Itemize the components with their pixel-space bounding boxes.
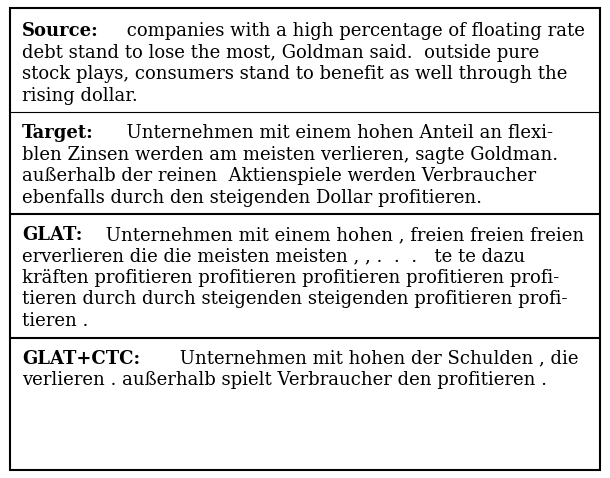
Text: tieren .: tieren . [22, 312, 88, 330]
Text: kräften profitieren profitieren profitieren profitieren profi-: kräften profitieren profitieren profitie… [22, 269, 559, 287]
Text: Unternehmen mit einem hohen Anteil an flexi-: Unternehmen mit einem hohen Anteil an fl… [115, 124, 553, 142]
Text: blen Zinsen werden am meisten verlieren, sagte Goldman.: blen Zinsen werden am meisten verlieren,… [22, 145, 558, 163]
Text: stock plays, consumers stand to benefit as well through the: stock plays, consumers stand to benefit … [22, 65, 567, 83]
Text: rising dollar.: rising dollar. [22, 87, 138, 105]
Text: Unternehmen mit hohen der Schulden , die: Unternehmen mit hohen der Schulden , die [174, 349, 579, 368]
Text: companies with a high percentage of floating rate: companies with a high percentage of floa… [121, 22, 585, 40]
Text: GLAT+CTC:: GLAT+CTC: [22, 349, 140, 368]
Text: GLAT:: GLAT: [22, 226, 82, 244]
Text: Source:: Source: [22, 22, 99, 40]
Text: ebenfalls durch den steigenden Dollar profitieren.: ebenfalls durch den steigenden Dollar pr… [22, 188, 482, 206]
Text: Target:: Target: [22, 124, 94, 142]
Text: erverlieren die die meisten meisten , , .  .  .   te te dazu: erverlieren die die meisten meisten , , … [22, 248, 525, 265]
Text: Unternehmen mit einem hohen , freien freien freien: Unternehmen mit einem hohen , freien fre… [100, 226, 584, 244]
Text: verlieren . außerhalb spielt Verbraucher den profitieren .: verlieren . außerhalb spielt Verbraucher… [22, 371, 547, 389]
Text: tieren durch durch steigenden steigenden profitieren profi-: tieren durch durch steigenden steigenden… [22, 291, 567, 308]
Text: außerhalb der reinen  Aktienspiele werden Verbraucher: außerhalb der reinen Aktienspiele werden… [22, 167, 536, 185]
Text: debt stand to lose the most, Goldman said.  outside pure: debt stand to lose the most, Goldman sai… [22, 43, 539, 62]
